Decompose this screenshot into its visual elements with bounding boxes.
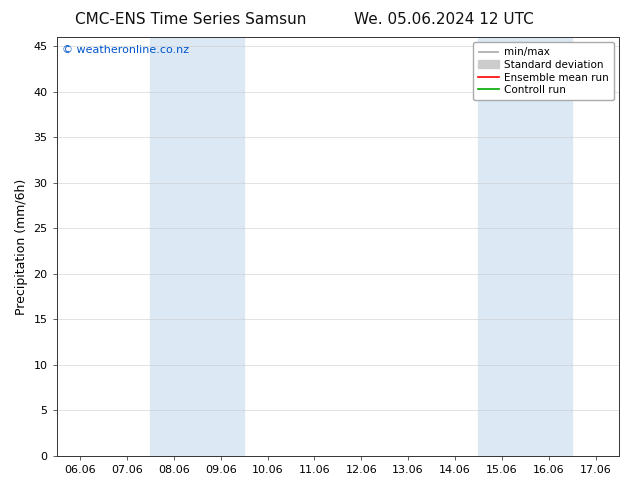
Legend: min/max, Standard deviation, Ensemble mean run, Controll run: min/max, Standard deviation, Ensemble me… (472, 42, 614, 100)
Text: © weatheronline.co.nz: © weatheronline.co.nz (62, 46, 190, 55)
Text: We. 05.06.2024 12 UTC: We. 05.06.2024 12 UTC (354, 12, 534, 27)
Bar (479, 37, 572, 456)
Text: CMC-ENS Time Series Samsun: CMC-ENS Time Series Samsun (75, 12, 306, 27)
Y-axis label: Precipitation (mm/6h): Precipitation (mm/6h) (15, 178, 28, 315)
Bar (150, 37, 244, 456)
